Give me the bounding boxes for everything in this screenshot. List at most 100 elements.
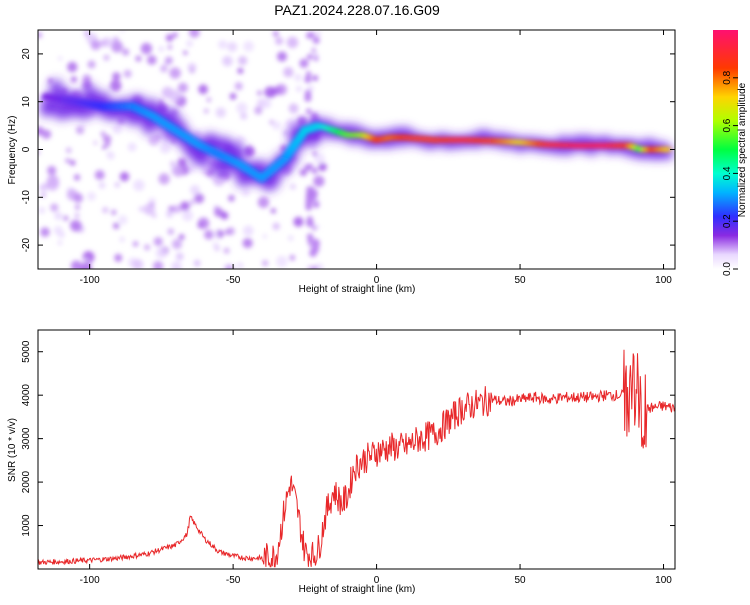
spectrogram-speckle: [102, 145, 107, 150]
spectrogram-speckle: [313, 190, 318, 195]
y-tick-label: 2000: [21, 471, 32, 494]
spectrogram-speckle: [73, 193, 84, 203]
spectrogram-speckle: [286, 36, 299, 49]
spectrogram-speckle: [312, 151, 318, 157]
spectrogram-speckle: [40, 227, 50, 237]
spectrogram-speckle: [87, 191, 96, 201]
spectrogram-speckle: [168, 89, 181, 102]
spectrogram-speckle: [113, 222, 120, 230]
spectrogram-speckle: [310, 194, 317, 202]
spectrogram-y-axis: -20 -10 0 10 20: [21, 48, 675, 252]
spectrogram-speckle: [305, 186, 315, 195]
snr-panel: -100 -50 0 50 100 1000 2000 3000 4000 5000 Heigh…: [7, 329, 676, 595]
spectrogram-speckle: [288, 103, 299, 114]
spectrogram-speckle: [111, 209, 117, 215]
spectrogram-speckle: [187, 62, 197, 72]
spectrogram-speckle: [53, 226, 63, 235]
spectrogram-speckle: [240, 112, 248, 120]
spectrogram-speckle: [132, 241, 139, 247]
spectrogram-speckle: [65, 158, 70, 163]
spectrogram-speckle: [79, 262, 92, 269]
spectrogram-speckle: [224, 229, 230, 235]
spectrogram-speckle: [180, 201, 190, 212]
spectrogram-speckle: [67, 61, 78, 73]
spectrogram-speckle: [65, 147, 72, 154]
y-tick-label: -20: [21, 237, 32, 252]
spectrogram-speckle: [218, 40, 228, 50]
spectrogram-speckle: [57, 240, 63, 246]
spectrogram-speckle: [106, 151, 112, 157]
y-tick-label: 0: [21, 146, 32, 152]
spectrogram-speckle: [304, 89, 312, 97]
snr-x-axis: -100 -50 0 50 100: [80, 330, 672, 586]
spectrogram-speckle: [47, 165, 57, 176]
spectrogram-speckle: [127, 142, 137, 152]
spectrogram-speckle: [152, 213, 157, 218]
spectrogram-speckle: [315, 224, 320, 229]
spectrogram-speckle: [80, 123, 85, 129]
spectrogram-speckle: [203, 108, 209, 114]
spectrogram-speckle: [228, 194, 235, 202]
spectrogram-speckle: [306, 219, 314, 228]
spectrogram-speckle: [41, 192, 46, 198]
x-tick-label: -50: [226, 275, 241, 286]
spectrogram-speckle: [229, 92, 237, 100]
spectrogram-speckle: [169, 67, 181, 79]
spectrogram-speckle: [148, 135, 160, 146]
spectrogram-speckle: [177, 82, 189, 93]
spectrogram-speckle: [123, 69, 132, 78]
spectrogram-speckle: [307, 265, 314, 269]
spectrogram-speckle: [243, 40, 254, 52]
spectrogram-speckle: [38, 126, 45, 136]
y-tick-label: 4000: [21, 384, 32, 407]
spectrogram-speckle: [38, 207, 46, 214]
colorbar-gradient: [713, 30, 738, 269]
spectrogram-speckle: [70, 220, 82, 232]
spectrogram-speckle: [256, 90, 263, 96]
spectrogram-speckle: [41, 129, 52, 140]
spectrogram-speckle: [144, 244, 151, 251]
spectrogram-speckle: [46, 179, 59, 191]
spectrogram-speckle: [164, 60, 170, 65]
x-tick-label: 50: [514, 575, 526, 586]
figure-title: PAZ1.2024.228.07.16.G09: [274, 2, 440, 18]
spectrogram-speckle: [272, 222, 280, 231]
spectrogram-speckle: [305, 108, 312, 114]
spectrogram-speckle: [316, 31, 321, 37]
spectrogram-speckle: [311, 167, 318, 174]
spectrogram-speckle: [215, 107, 226, 118]
snr-y-axis: 1000 2000 3000 4000 5000: [21, 340, 675, 537]
spectrogram-speckle: [94, 169, 105, 180]
y-tick-label: -10: [21, 190, 32, 205]
spectrogram-speckle: [304, 75, 312, 83]
spectrogram-speckle: [82, 251, 95, 263]
spectrogram-speckle: [146, 55, 157, 65]
spectrogram-speckle: [272, 30, 279, 37]
spectrogram-speckle: [167, 44, 173, 50]
spectrogram-speckle: [158, 46, 164, 52]
spectrogram-speckle: [236, 102, 248, 114]
spectrogram-speckle: [172, 32, 178, 38]
spectrogram-speckle: [262, 234, 267, 239]
spectrogram-speckle: [294, 73, 302, 82]
spectrogram-speckle: [159, 142, 171, 154]
spectrogram-ridge-point: [661, 147, 672, 152]
x-tick-label: -100: [80, 275, 100, 286]
spectrogram-speckle: [160, 64, 168, 73]
snr-ylabel: SNR (10 * v/v): [7, 418, 18, 482]
spectrogram-speckle: [307, 239, 312, 244]
spectrogram-speckle: [236, 262, 244, 269]
spectrogram-speckle: [261, 98, 272, 109]
spectrogram-speckle: [109, 79, 122, 92]
spectrogram-speckle: [152, 260, 164, 269]
spectrogram-x-axis: -100 -50 0 50 100: [80, 30, 672, 286]
spectrogram-xlabel: Height of straight line (km): [299, 284, 416, 295]
snr-series-line: [38, 349, 675, 568]
spectrogram-speckle: [143, 203, 156, 216]
spectrogram-speckle: [113, 36, 119, 43]
x-tick-label: -100: [80, 575, 100, 586]
spectrogram-speckle: [264, 86, 276, 99]
spectrogram-speckle: [74, 204, 80, 210]
spectrogram-speckle: [227, 41, 238, 52]
